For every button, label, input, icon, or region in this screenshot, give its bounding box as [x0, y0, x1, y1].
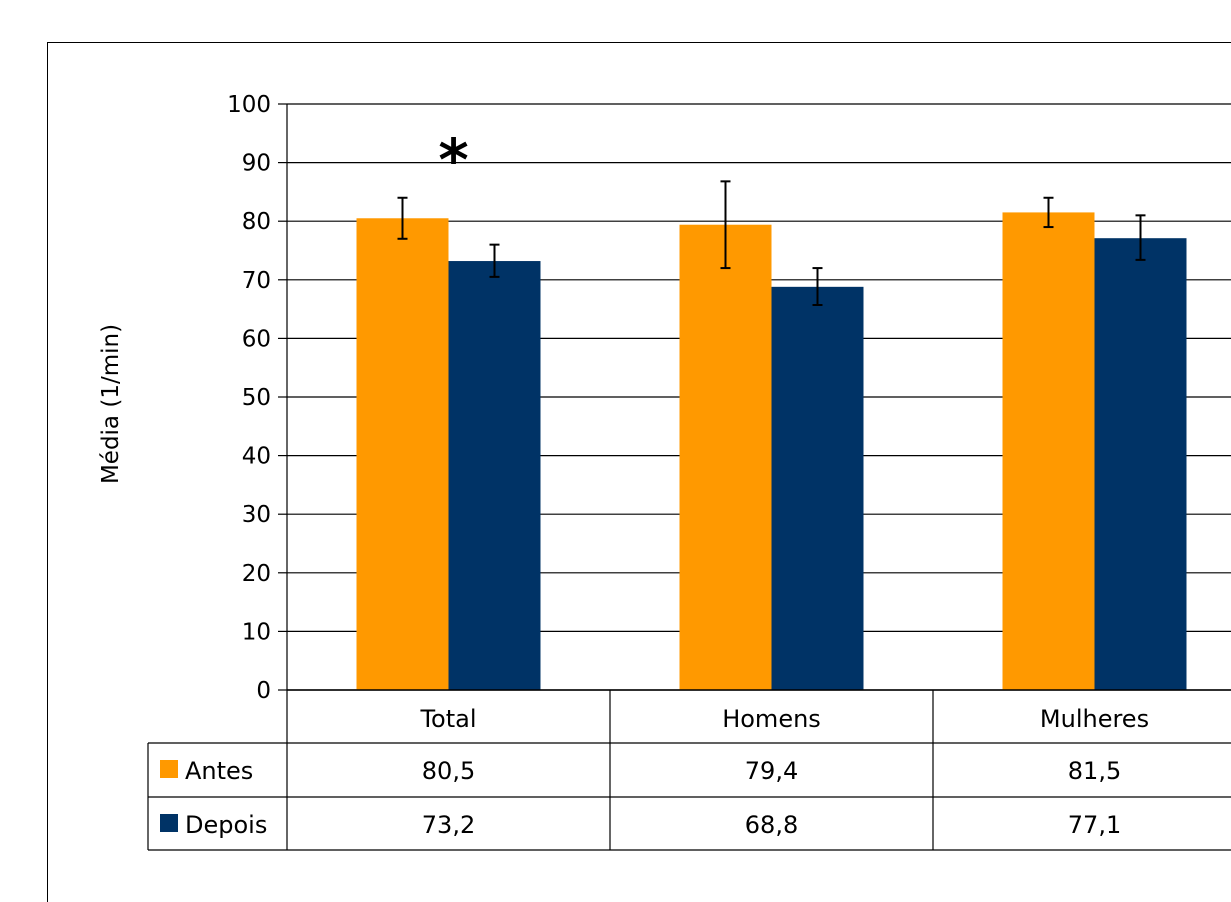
bar-depois-total	[448, 261, 541, 690]
table-value: 79,4	[745, 757, 798, 785]
y-tick-label: 50	[242, 385, 271, 411]
y-axis-label: Média (1/min)	[98, 324, 124, 484]
bar-antes-homens	[679, 224, 772, 690]
bar-antes-total	[356, 218, 449, 690]
category-label: Total	[419, 705, 476, 733]
bar-depois-homens	[771, 286, 864, 690]
bars	[356, 212, 1187, 690]
y-tick-label: 80	[242, 209, 271, 235]
y-tick-label: 20	[242, 561, 271, 587]
bar-antes-mulheres	[1002, 212, 1095, 690]
category-label: Homens	[722, 705, 821, 733]
chart-frame	[47, 42, 1231, 902]
legend-swatch-antes	[160, 760, 178, 778]
table-value: 81,5	[1068, 757, 1121, 785]
y-tick-label: 30	[242, 502, 271, 528]
table-value: 80,5	[422, 757, 475, 785]
y-tick-label: 100	[227, 92, 271, 118]
table-value: 68,8	[745, 811, 798, 839]
y-tick-label: 40	[242, 444, 271, 470]
y-tick-label: 10	[242, 619, 271, 645]
legend-label: Depois	[185, 811, 267, 839]
bar-depois-mulheres	[1094, 238, 1187, 690]
axes: 0 10 20 30 40 50 60 70 80 90 100 *	[227, 92, 1231, 704]
y-tick-label: 60	[242, 326, 271, 352]
data-table: Total Homens Mulheres Antes 80,5 79,4 81,5 Depo…	[147, 690, 1231, 851]
error-bars	[397, 180, 1146, 306]
legend-label: Antes	[185, 757, 253, 785]
y-tick-label: 90	[242, 151, 271, 177]
y-tick-label: 0	[256, 678, 271, 704]
table-value: 77,1	[1068, 811, 1121, 839]
table-value: 73,2	[422, 811, 475, 839]
legend-swatch-depois	[160, 814, 178, 832]
y-tick-label: 70	[242, 268, 271, 294]
bar-chart: 0 10 20 30 40 50 60 70 80 90 100 * Total Homens Mulhe…	[98, 92, 1231, 851]
category-label: Mulheres	[1040, 705, 1149, 733]
significance-asterisk: *	[438, 126, 468, 194]
